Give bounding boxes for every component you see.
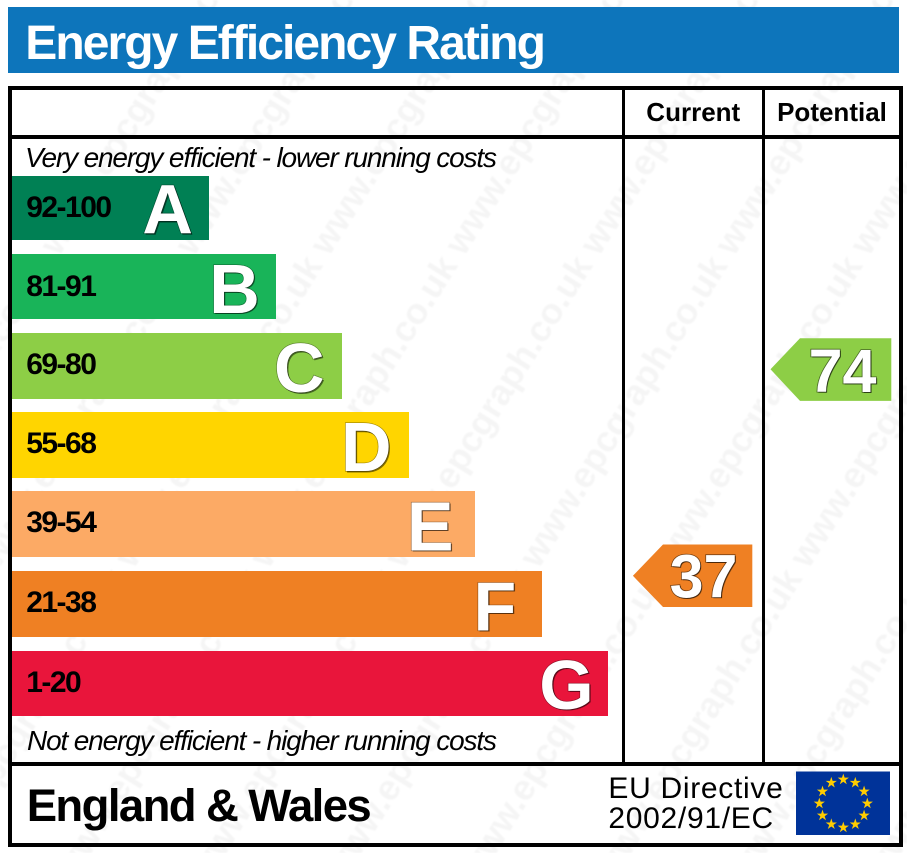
svg-text:C: C [274,329,325,407]
svg-text:74: 74 [810,338,878,406]
svg-text:D: D [341,408,392,486]
svg-text:E: E [407,487,454,565]
svg-text:B: B [209,250,260,328]
svg-text:A: A [142,171,193,249]
svg-text:37: 37 [671,544,739,612]
svg-text:C: C [275,330,326,408]
svg-text:37: 37 [670,543,738,611]
svg-text:E: E [408,489,455,567]
svg-text:F: F [475,569,518,647]
svg-text:F: F [474,567,517,645]
svg-text:D: D [342,409,393,487]
svg-text:74: 74 [809,337,877,405]
svg-text:G: G [541,647,595,725]
svg-text:A: A [144,172,195,250]
svg-text:B: B [211,251,262,329]
svg-text:G: G [539,646,593,724]
